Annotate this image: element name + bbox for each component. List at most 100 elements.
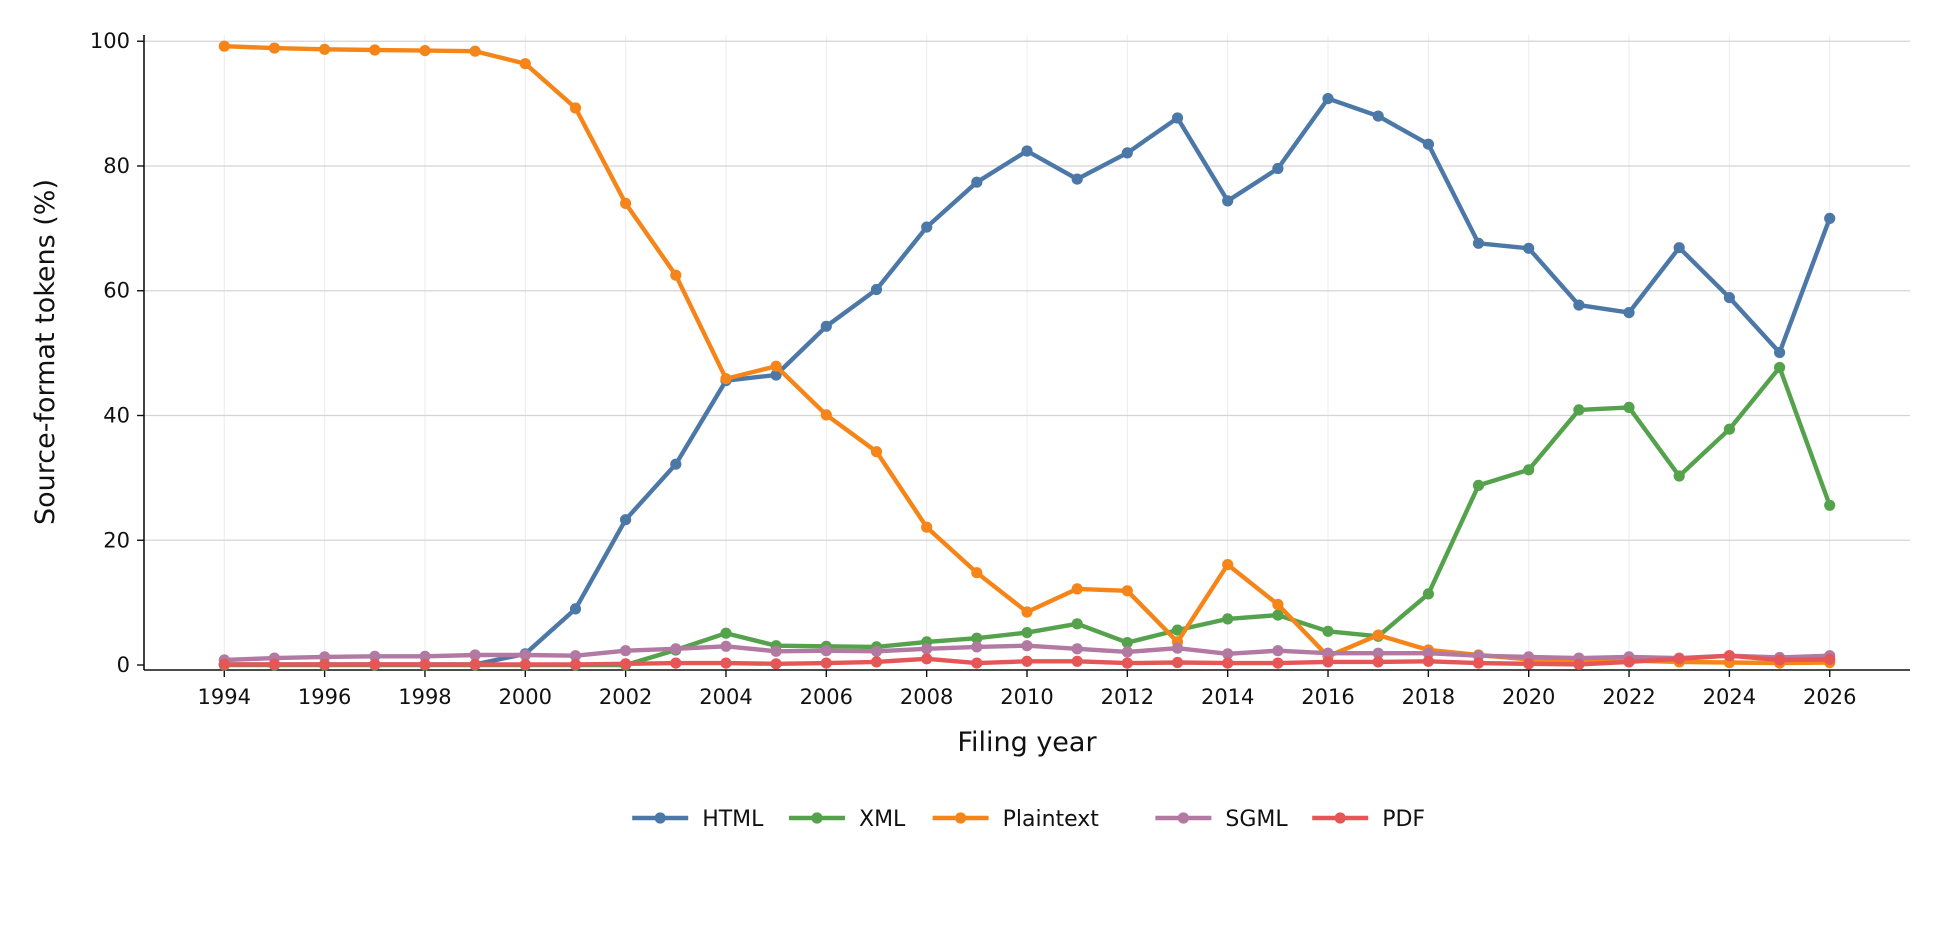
gridlines <box>144 35 1910 670</box>
legend-swatch-marker <box>654 812 666 824</box>
data-point-html <box>670 458 682 470</box>
x-tick-label: 2012 <box>1101 685 1154 709</box>
data-point-sgml <box>1222 648 1234 660</box>
x-tick-label: 2002 <box>599 685 652 709</box>
data-point-pdf <box>1472 657 1485 669</box>
data-point-html <box>1021 145 1033 157</box>
legend-swatch-marker <box>1334 812 1346 824</box>
data-point-html <box>971 176 983 188</box>
data-point-plaintext <box>770 360 782 372</box>
data-point-sgml <box>1372 647 1384 659</box>
data-point-html <box>1723 292 1735 304</box>
y-ticks: 0 20 40 60 80 100 <box>90 29 144 677</box>
data-point-pdf <box>1021 655 1033 667</box>
data-point-sgml <box>620 645 632 657</box>
data-point-plaintext <box>1121 585 1133 597</box>
data-point-xml <box>1322 625 1334 637</box>
data-point-sgml <box>1272 645 1284 657</box>
legend-item-xml: XML <box>789 807 906 832</box>
data-point-plaintext <box>1021 606 1033 618</box>
data-point-plaintext <box>720 373 732 385</box>
data-point-pdf <box>1222 657 1234 669</box>
x-axis-title: Filing year <box>957 727 1097 758</box>
data-point-pdf <box>1723 650 1735 662</box>
data-point-plaintext <box>1222 559 1234 571</box>
y-tick-label: 60 <box>103 279 130 303</box>
legend-label: XML <box>859 807 906 832</box>
x-tick-label: 1998 <box>398 685 451 709</box>
data-point-pdf <box>720 657 732 669</box>
legend-item-html: HTML <box>632 807 764 832</box>
data-point-html <box>569 603 582 615</box>
data-point-sgml <box>670 643 682 655</box>
data-point-xml <box>1222 613 1234 625</box>
legend-swatch-marker <box>955 812 967 824</box>
data-point-plaintext <box>519 58 531 70</box>
data-point-pdf <box>519 658 531 671</box>
data-point-pdf <box>921 653 933 665</box>
data-point-pdf <box>469 658 481 671</box>
x-tick-label: 2014 <box>1201 685 1254 709</box>
x-tick-label: 2006 <box>800 685 853 709</box>
data-point-pdf <box>670 657 682 669</box>
data-point-pdf <box>369 658 381 671</box>
data-point-sgml <box>1021 640 1033 652</box>
data-point-xml <box>1774 361 1786 374</box>
data-point-pdf <box>1824 653 1836 666</box>
legend-item-plaintext: Plaintext <box>932 807 1100 832</box>
data-point-html <box>1222 195 1234 207</box>
legend-label: Plaintext <box>1003 807 1100 832</box>
data-point-html <box>1322 93 1334 105</box>
data-point-html <box>1573 299 1585 311</box>
data-point-plaintext <box>569 102 582 114</box>
data-point-sgml <box>1422 647 1434 659</box>
data-point-html <box>1774 346 1786 359</box>
data-point-sgml <box>419 650 431 662</box>
legend-item-sgml: SGML <box>1155 807 1288 832</box>
data-point-sgml <box>569 650 582 662</box>
data-point-plaintext <box>921 521 933 533</box>
series-pdf <box>218 650 1836 671</box>
data-point-pdf <box>1322 656 1334 668</box>
data-point-pdf <box>268 658 280 671</box>
data-point-sgml <box>1171 642 1184 654</box>
x-tick-label: 2024 <box>1703 685 1756 709</box>
data-point-xml <box>1523 464 1535 476</box>
data-point-html <box>1673 242 1685 254</box>
legend-label: HTML <box>702 807 764 832</box>
data-point-sgml <box>1071 643 1083 655</box>
data-point-html <box>1623 307 1635 319</box>
legend-item-pdf: PDF <box>1312 807 1425 832</box>
data-point-pdf <box>1422 655 1434 667</box>
data-point-xml <box>1021 627 1033 639</box>
data-point-plaintext <box>268 42 280 54</box>
x-tick-label: 2022 <box>1602 685 1655 709</box>
data-point-pdf <box>820 657 832 669</box>
x-ticks: 1994 1996 1998 2000 2002 2004 2006 2008 2010 2012… <box>198 670 1856 709</box>
data-point-pdf <box>319 658 331 671</box>
data-point-pdf <box>1121 657 1133 669</box>
data-point-xml <box>1723 423 1735 435</box>
data-point-xml <box>1623 401 1635 413</box>
data-point-plaintext <box>971 567 983 579</box>
x-tick-label: 2026 <box>1803 685 1856 709</box>
data-point-html <box>620 514 632 526</box>
data-point-plaintext <box>218 40 230 52</box>
data-point-xml <box>971 632 983 644</box>
data-point-html <box>1824 212 1836 224</box>
data-point-pdf <box>1523 658 1535 670</box>
y-tick-label: 40 <box>103 404 130 428</box>
x-tick-label: 2000 <box>499 685 552 709</box>
data-point-xml <box>1422 588 1434 600</box>
data-point-plaintext <box>820 409 832 421</box>
data-point-plaintext <box>319 43 331 55</box>
data-point-plaintext <box>870 446 883 458</box>
x-tick-label: 2018 <box>1402 685 1455 709</box>
legend-label: PDF <box>1382 807 1425 832</box>
data-point-plaintext <box>369 44 381 56</box>
data-point-html <box>770 369 782 381</box>
data-point-sgml <box>720 640 732 652</box>
data-point-html <box>1372 110 1384 122</box>
x-tick-label: 2020 <box>1502 685 1555 709</box>
